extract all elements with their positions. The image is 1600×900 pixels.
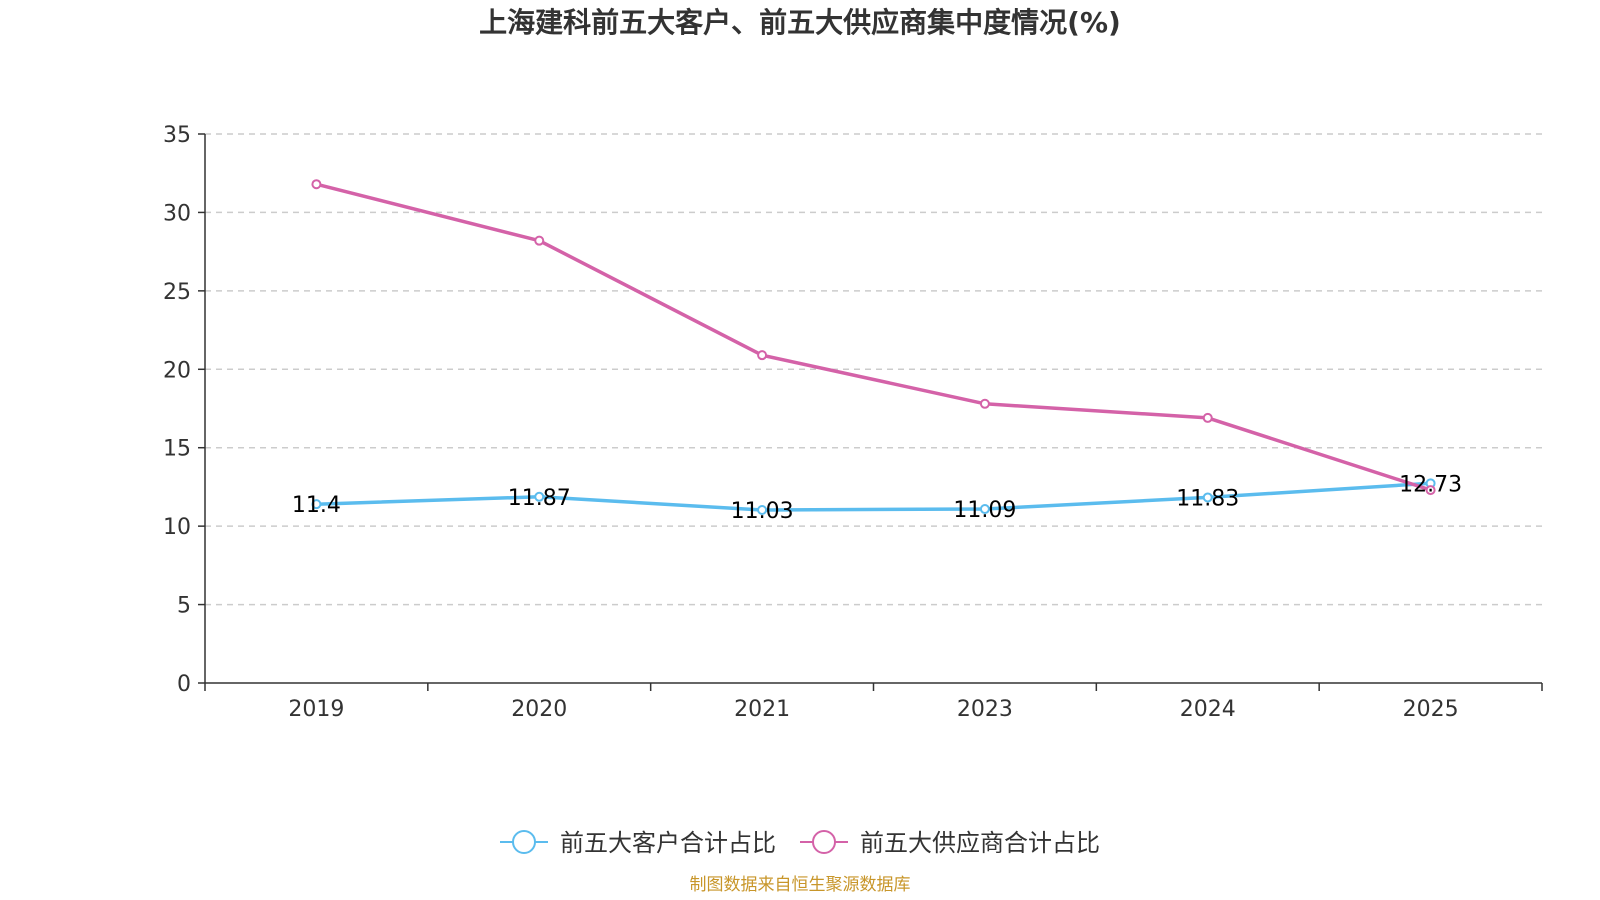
- x-tick-label: 2021: [734, 697, 790, 722]
- x-tick-label: 2025: [1403, 697, 1459, 722]
- data-labels: 11.4 11.87 11.03 11.09 11.83 12.73: [292, 472, 1462, 524]
- chart-title: 上海建科前五大客户、前五大供应商集中度情况(%): [479, 6, 1121, 39]
- series-1-point: [1202, 492, 1213, 503]
- data-label: 11.87: [508, 486, 571, 511]
- x-tick-label: 2019: [288, 697, 344, 722]
- legend-item-2[interactable]: 前五大供应商合计占比: [800, 829, 1100, 857]
- series: [311, 179, 1436, 515]
- data-label: 11.83: [1176, 486, 1239, 511]
- data-label: 11.4: [292, 493, 341, 518]
- source-note: 制图数据来自恒生聚源数据库: [690, 875, 911, 895]
- x-tick-label: 2020: [511, 697, 567, 722]
- series-line-1: [314, 481, 1433, 512]
- legend-label: 前五大供应商合计占比: [860, 829, 1100, 857]
- series-2-point: [311, 179, 322, 190]
- series-1-point: [311, 499, 322, 510]
- data-label: 11.03: [731, 499, 794, 524]
- y-tick-label: 20: [163, 358, 191, 383]
- data-label: 12.73: [1399, 472, 1462, 497]
- y-tick-label: 25: [163, 280, 191, 305]
- series-1-point: [979, 504, 990, 515]
- legend-item-1[interactable]: 前五大客户合计占比: [500, 829, 776, 857]
- series-2-point: [979, 398, 990, 409]
- grid: [205, 133, 1542, 606]
- series-line-2: [314, 182, 1433, 492]
- y-tick-label: 0: [177, 672, 191, 697]
- series-2-point: [534, 235, 545, 246]
- series-2-point: [1425, 485, 1436, 496]
- series-1-point: [757, 504, 768, 515]
- series-2-point: [757, 350, 768, 361]
- legend-marker-icon: [512, 830, 536, 854]
- legend-marker-icon: [812, 830, 836, 854]
- legend[interactable]: 前五大客户合计占比 前五大供应商合计占比: [500, 829, 1100, 857]
- y-tick-label: 10: [163, 515, 191, 540]
- series-1-point: [534, 491, 545, 502]
- y-tick-label: 15: [163, 437, 191, 462]
- y-tick-label: 5: [177, 594, 191, 619]
- legend-label: 前五大客户合计占比: [560, 829, 776, 857]
- x-tick-label: 2024: [1180, 697, 1236, 722]
- x-tick-label: 2023: [957, 697, 1013, 722]
- series-2-point: [1202, 412, 1213, 423]
- y-tick-label: 30: [163, 201, 191, 226]
- data-label: 11.09: [953, 498, 1016, 523]
- y-tick-label: 35: [163, 123, 191, 148]
